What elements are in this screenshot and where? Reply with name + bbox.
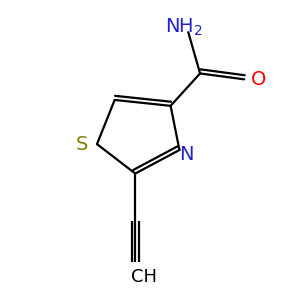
Text: N: N [180,145,194,164]
Text: NH$_2$: NH$_2$ [165,17,203,38]
Text: O: O [251,70,267,89]
Text: S: S [76,135,88,154]
Text: CH: CH [131,268,157,286]
